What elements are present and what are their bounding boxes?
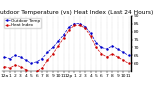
Heat Index [30,72,32,73]
Outdoor Temp [111,45,113,46]
Heat Index [52,53,54,54]
Outdoor Temp [90,33,92,34]
Heat Index [20,66,21,67]
Outdoor Temp [57,41,59,42]
Line: Heat Index: Heat Index [3,24,130,74]
Heat Index [95,47,97,48]
Outdoor Temp [3,56,5,58]
Outdoor Temp [95,42,97,43]
Title: Milw. Outdoor Temperature (vs) Heat Index (Last 24 Hours): Milw. Outdoor Temperature (vs) Heat Inde… [0,10,154,15]
Line: Outdoor Temp: Outdoor Temp [3,23,130,64]
Heat Index [41,68,43,69]
Outdoor Temp [36,61,38,62]
Legend: Outdoor Temp, Heat Index: Outdoor Temp, Heat Index [4,18,41,28]
Outdoor Temp [25,60,27,61]
Outdoor Temp [52,47,54,48]
Heat Index [111,53,113,54]
Heat Index [79,25,81,26]
Outdoor Temp [84,26,86,27]
Heat Index [63,37,65,38]
Heat Index [106,56,108,58]
Heat Index [9,68,11,69]
Outdoor Temp [41,58,43,59]
Heat Index [122,60,124,61]
Outdoor Temp [79,23,81,24]
Heat Index [3,66,5,67]
Outdoor Temp [106,49,108,50]
Heat Index [47,60,48,61]
Heat Index [36,71,38,72]
Outdoor Temp [74,23,76,24]
Heat Index [14,64,16,66]
Heat Index [57,45,59,46]
Outdoor Temp [20,56,21,58]
Outdoor Temp [9,58,11,59]
Heat Index [117,56,119,58]
Outdoor Temp [117,49,119,50]
Outdoor Temp [47,52,48,53]
Heat Index [25,69,27,70]
Heat Index [84,28,86,29]
Outdoor Temp [63,34,65,35]
Outdoor Temp [100,47,102,48]
Outdoor Temp [122,52,124,53]
Heat Index [74,25,76,26]
Heat Index [100,53,102,54]
Outdoor Temp [30,63,32,64]
Heat Index [90,36,92,37]
Outdoor Temp [68,26,70,27]
Outdoor Temp [128,55,129,56]
Heat Index [68,29,70,31]
Outdoor Temp [14,55,16,56]
Heat Index [128,63,129,64]
